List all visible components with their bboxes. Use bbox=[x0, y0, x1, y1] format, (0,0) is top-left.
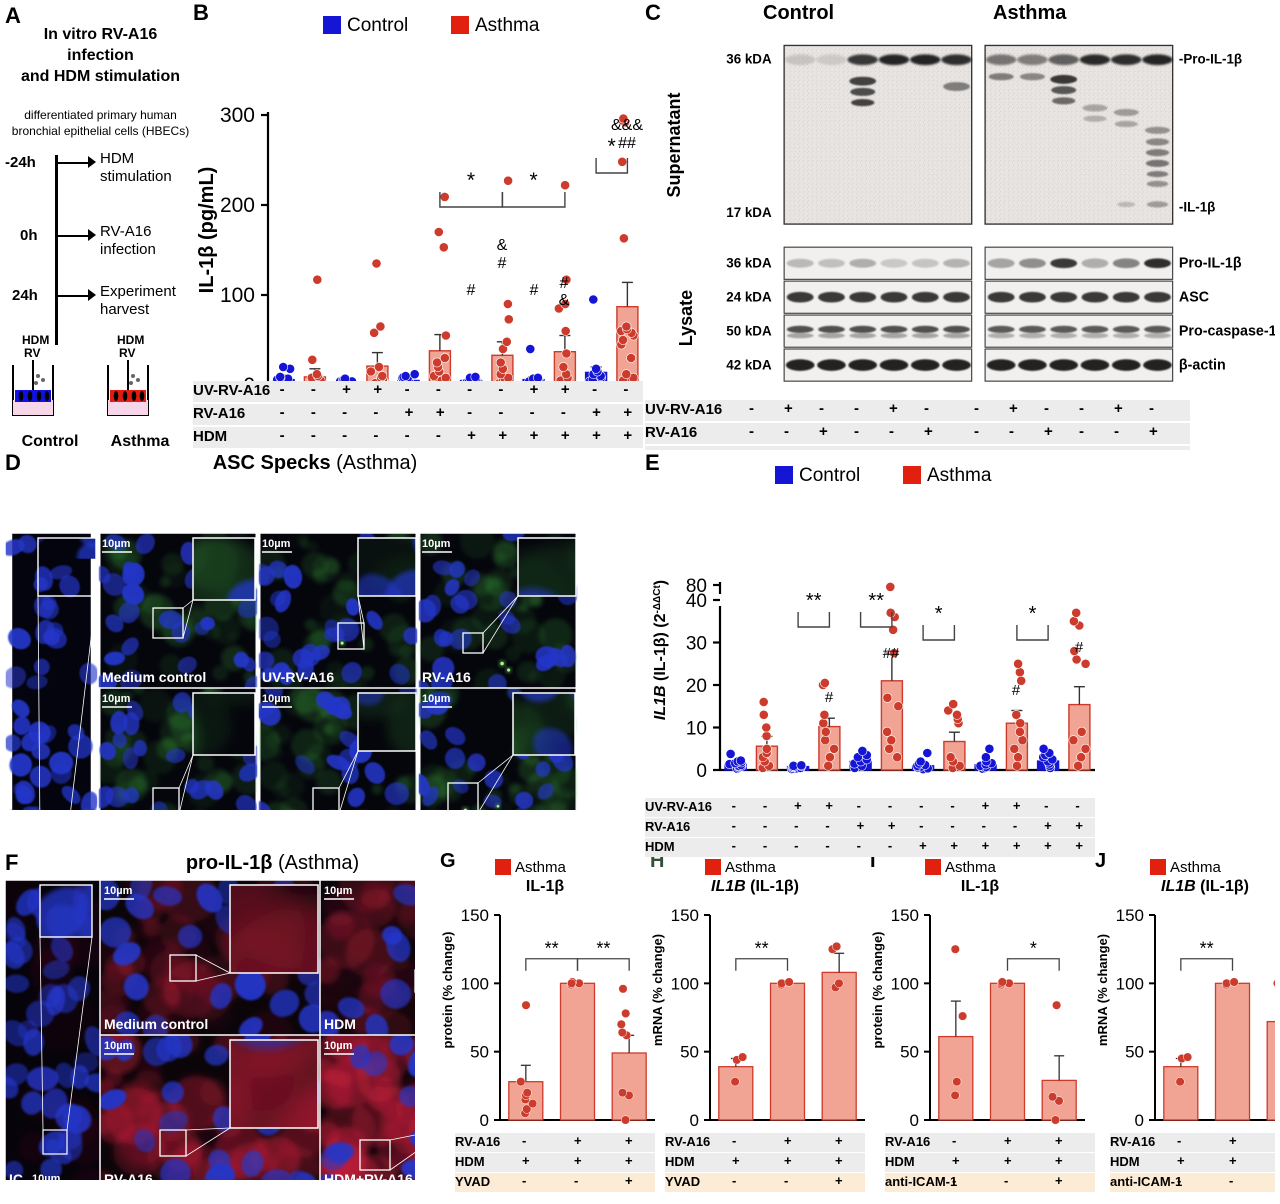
svg-text:*: * bbox=[608, 135, 616, 158]
svg-text:10µm: 10µm bbox=[104, 1040, 133, 1052]
svg-text:&: & bbox=[497, 237, 508, 254]
svg-text:##: ## bbox=[883, 645, 900, 662]
svg-text:36 kDA: 36 kDA bbox=[726, 51, 772, 66]
svg-text:&&&: &&& bbox=[611, 117, 643, 134]
svg-text:HDM+RV-A16: HDM+RV-A16 bbox=[324, 1171, 413, 1180]
svg-text:Lysate: Lysate bbox=[676, 290, 696, 346]
svg-text:#: # bbox=[1075, 639, 1084, 656]
svg-text:200: 200 bbox=[220, 194, 255, 217]
svg-text:Pro-caspase-1: Pro-caspase-1 bbox=[1179, 324, 1275, 340]
svg-text:50 kDA: 50 kDA bbox=[726, 324, 772, 339]
svg-text:10µm: 10µm bbox=[104, 885, 133, 897]
svg-text:150: 150 bbox=[461, 906, 489, 925]
svg-text:**: ** bbox=[806, 590, 822, 612]
svg-text:0: 0 bbox=[1135, 1111, 1144, 1130]
svg-text:150: 150 bbox=[891, 906, 919, 925]
svg-text:**: ** bbox=[868, 590, 884, 612]
svg-text:100: 100 bbox=[891, 974, 919, 993]
svg-text:mRNA (% change): mRNA (% change) bbox=[650, 934, 665, 1046]
svg-text:300: 300 bbox=[220, 104, 255, 127]
svg-text:#: # bbox=[498, 255, 507, 272]
svg-text:*: * bbox=[530, 169, 538, 192]
svg-text:100: 100 bbox=[220, 284, 255, 307]
svg-text:HDM: HDM bbox=[324, 1016, 356, 1032]
svg-text:10µm: 10µm bbox=[262, 538, 291, 550]
svg-text:150: 150 bbox=[671, 906, 699, 925]
svg-text:42 kDA: 42 kDA bbox=[726, 358, 772, 373]
svg-text:protein (% change): protein (% change) bbox=[440, 931, 455, 1048]
svg-text:##: ## bbox=[618, 135, 636, 152]
svg-text:0: 0 bbox=[480, 1111, 489, 1130]
svg-text:**: ** bbox=[755, 939, 769, 959]
svg-text:#: # bbox=[530, 282, 539, 299]
svg-text:-IL-1β: -IL-1β bbox=[1179, 200, 1215, 215]
svg-text:Supernatant: Supernatant bbox=[664, 92, 684, 197]
svg-text:RV-A16: RV-A16 bbox=[104, 1171, 153, 1180]
svg-text:-Pro-IL-1β: -Pro-IL-1β bbox=[1179, 51, 1242, 66]
svg-text:10µm: 10µm bbox=[324, 1040, 353, 1052]
svg-text:10µm: 10µm bbox=[102, 538, 131, 550]
svg-text:&: & bbox=[559, 292, 570, 309]
svg-text:30: 30 bbox=[686, 634, 707, 655]
svg-text:UV-RV-A16: UV-RV-A16 bbox=[262, 669, 334, 685]
svg-text:*: * bbox=[1030, 939, 1037, 959]
svg-text:50: 50 bbox=[900, 1043, 919, 1062]
svg-text:50: 50 bbox=[680, 1043, 699, 1062]
svg-text:10µm: 10µm bbox=[422, 538, 451, 550]
svg-text:Asthma: Asthma bbox=[1170, 859, 1222, 876]
svg-text:Medium control: Medium control bbox=[102, 669, 206, 685]
svg-text:ASC: ASC bbox=[1179, 290, 1209, 306]
svg-text:*: * bbox=[935, 603, 943, 625]
svg-text:mRNA (% change): mRNA (% change) bbox=[1095, 934, 1110, 1046]
svg-text:IC: IC bbox=[9, 1171, 23, 1180]
svg-text:#: # bbox=[825, 689, 834, 706]
svg-text:#: # bbox=[560, 275, 569, 292]
svg-text:Asthma: Asthma bbox=[945, 859, 997, 876]
svg-text:**: ** bbox=[596, 939, 610, 959]
svg-text:**: ** bbox=[545, 939, 559, 959]
svg-text:protein (% change): protein (% change) bbox=[870, 931, 885, 1048]
svg-text:10µm: 10µm bbox=[262, 693, 291, 705]
svg-text:10µm: 10µm bbox=[32, 1173, 61, 1180]
svg-text:10µm: 10µm bbox=[422, 693, 451, 705]
svg-text:**: ** bbox=[1200, 939, 1214, 959]
svg-text:36 kDA: 36 kDA bbox=[726, 256, 772, 271]
svg-text:80: 80 bbox=[686, 576, 707, 597]
svg-text:Medium control: Medium control bbox=[104, 1016, 208, 1032]
svg-text:0: 0 bbox=[696, 761, 707, 782]
svg-text:100: 100 bbox=[461, 974, 489, 993]
svg-text:150: 150 bbox=[1116, 906, 1144, 925]
svg-text:100: 100 bbox=[671, 974, 699, 993]
svg-text:10µm: 10µm bbox=[324, 885, 353, 897]
svg-text:0: 0 bbox=[910, 1111, 919, 1130]
svg-text:24 kDA: 24 kDA bbox=[726, 290, 772, 305]
svg-text:β-actin: β-actin bbox=[1179, 358, 1226, 374]
svg-text:#: # bbox=[1012, 682, 1021, 699]
svg-text:#: # bbox=[467, 282, 476, 299]
svg-text:*: * bbox=[467, 169, 475, 192]
svg-text:RV-A16: RV-A16 bbox=[422, 669, 471, 685]
svg-text:50: 50 bbox=[470, 1043, 489, 1062]
svg-text:Pro-IL-1β: Pro-IL-1β bbox=[1179, 256, 1242, 272]
svg-text:10: 10 bbox=[686, 719, 707, 740]
svg-text:17 kDA: 17 kDA bbox=[726, 205, 772, 220]
svg-text:0: 0 bbox=[690, 1111, 699, 1130]
svg-text:*: * bbox=[1029, 603, 1037, 625]
svg-text:50: 50 bbox=[1125, 1043, 1144, 1062]
svg-text:10µm: 10µm bbox=[102, 693, 131, 705]
svg-text:20: 20 bbox=[686, 676, 707, 697]
svg-text:Asthma: Asthma bbox=[515, 859, 567, 876]
svg-text:Asthma: Asthma bbox=[725, 859, 777, 876]
svg-text:100: 100 bbox=[1116, 974, 1144, 993]
